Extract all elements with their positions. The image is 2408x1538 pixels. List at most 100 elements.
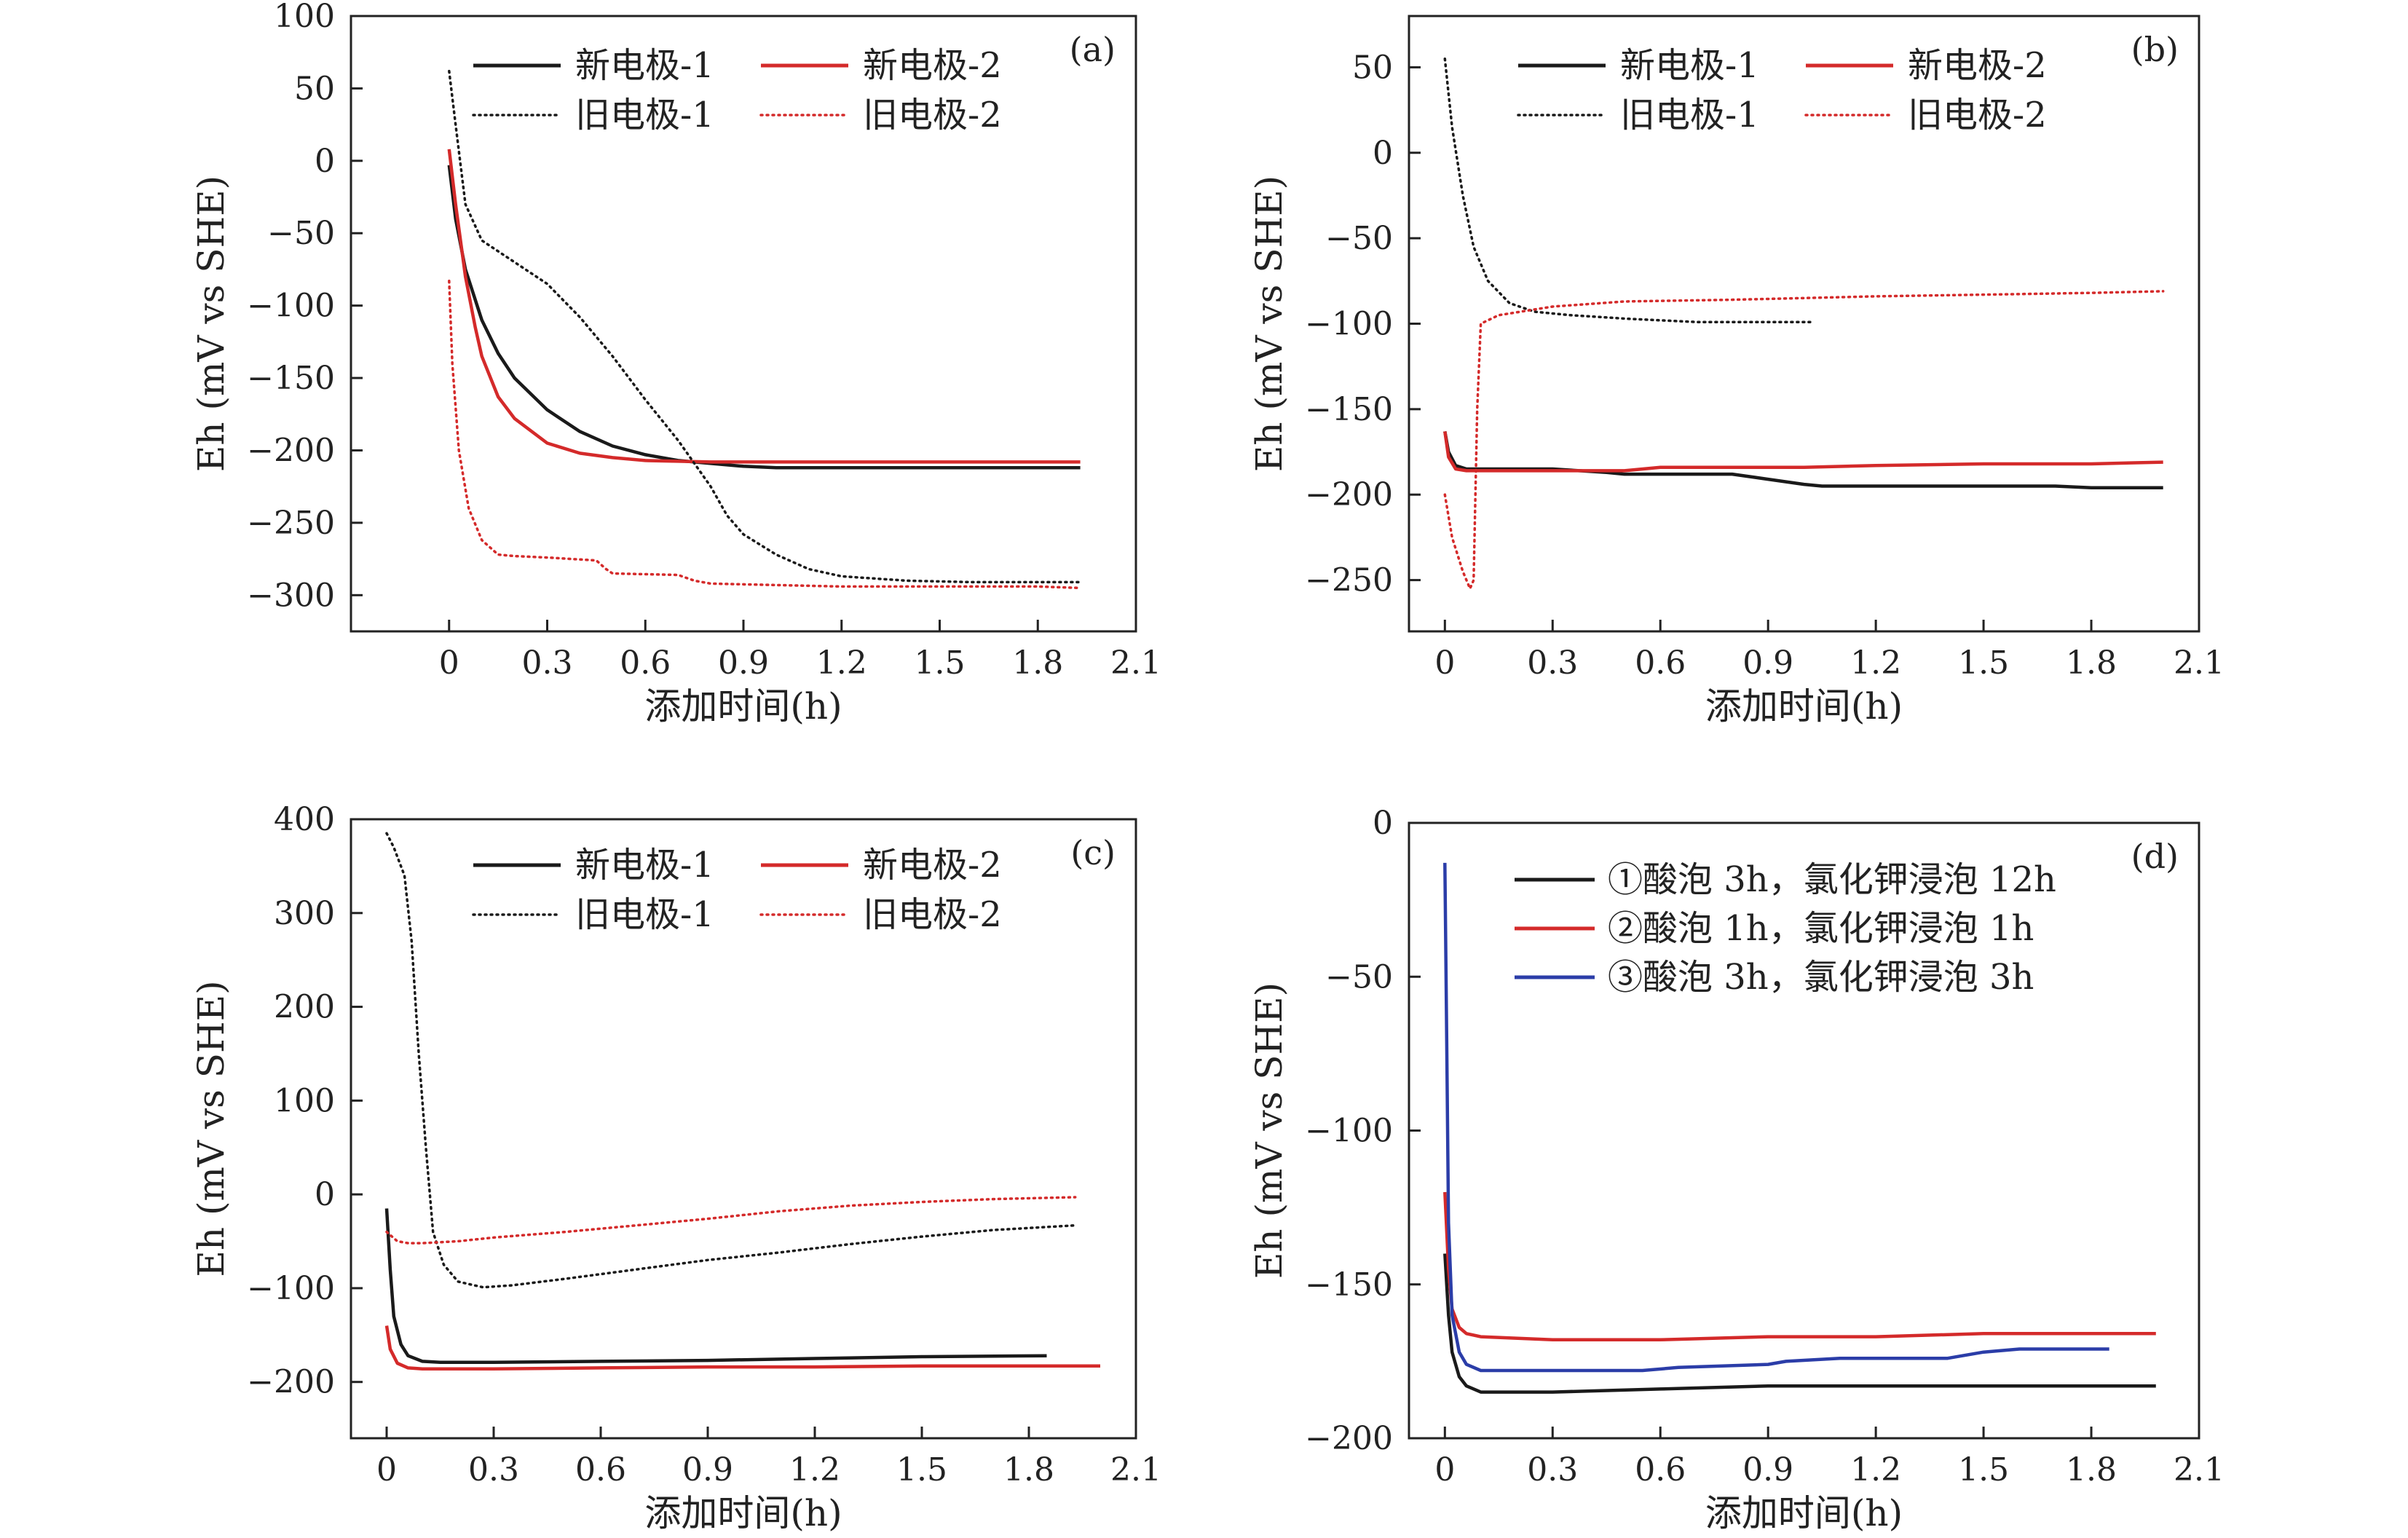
panel-d-y-axis-label: Eh (mV vs SHE) <box>1248 982 1290 1279</box>
panel-b-legend-label-4: 旧电极-2 <box>1908 95 2047 135</box>
panel-b-legend-label-2: 新电极-2 <box>1908 45 2047 86</box>
panel-d: 0 0.3 0.6 0.9 1.2 1.5 1.8 2.1 0 −50 −100 −150 −200 添加… <box>1248 805 2225 1534</box>
panel-a-y-tick-label: 50 <box>294 70 335 107</box>
panel-a-legend-label-3: 旧电极-1 <box>575 95 714 135</box>
panel-a-y-tick-label: −300 <box>247 577 335 614</box>
panel-b-y-tick-label: 50 <box>1352 49 1393 86</box>
panel-c-series-line-4 <box>385 1196 1077 1245</box>
panel-d-legend-label-1: ①酸泡 3h，氯化钾浸泡 12h <box>1608 859 2056 900</box>
panel-a-x-tick-label: 2.1 <box>1110 644 1161 682</box>
panel-b-y-tick-label: −50 <box>1325 220 1393 257</box>
panel-d-y-tick-label: −100 <box>1305 1113 1393 1150</box>
panel-d-panel-tag: (d) <box>2131 837 2179 876</box>
panel-a-y-axis-label: Eh (mV vs SHE) <box>190 176 232 472</box>
panel-b-panel-tag: (b) <box>2131 30 2179 69</box>
panel-b-plot-frame <box>1408 15 2200 633</box>
panel-a-series-line-2 <box>447 149 1081 464</box>
panel-c-y-tick-label: −200 <box>247 1364 335 1401</box>
panel-b-y-tick-label: −150 <box>1305 391 1393 428</box>
panel-d-y-tick-label: −150 <box>1305 1266 1393 1304</box>
panel-c-legend-label-2: 新电极-2 <box>863 845 1002 886</box>
panel-a-plot-frame <box>350 15 1137 633</box>
panel-a-y-tick-label: −50 <box>267 215 335 252</box>
panel-d-x-tick-label: 0.6 <box>1635 1451 1686 1488</box>
panel-b-series-line-1 <box>1443 431 2163 490</box>
panel-c-x-tick-label: 0 <box>376 1451 397 1488</box>
panel-d-series-line-2 <box>1443 1191 2156 1342</box>
panel-c-legend-label-3: 旧电极-1 <box>575 894 714 935</box>
panel-c-legend-label-1: 新电极-1 <box>575 845 714 886</box>
panel-c-x-tick-label: 2.1 <box>1110 1451 1161 1488</box>
panel-b-y-tick-label: −250 <box>1305 562 1393 599</box>
panel-b-series-line-2 <box>1443 431 2163 473</box>
panel-a-series-line-1 <box>447 165 1081 470</box>
panel-a-y-tick-label: −100 <box>247 288 335 325</box>
panel-a-y-tick-label: −150 <box>247 360 335 397</box>
panel-a-panel-tag: (a) <box>1070 30 1116 69</box>
panel-d-x-tick-label: 2.1 <box>2174 1451 2225 1488</box>
panel-b-x-tick-label: 0.6 <box>1635 644 1686 682</box>
panel-d-x-tick-label: 1.8 <box>2066 1451 2117 1488</box>
panel-c-x-tick-label: 1.2 <box>789 1451 840 1488</box>
panel-b-legend-label-1: 新电极-1 <box>1620 45 1759 86</box>
panel-b-y-tick-label: 0 <box>1373 135 1393 172</box>
panel-c-y-axis-label: Eh (mV vs SHE) <box>190 980 232 1277</box>
panel-a-x-axis-label: 添加时间(h) <box>644 685 842 727</box>
panel-a-y-tick-label: 100 <box>274 0 335 35</box>
panel-d-x-tick-label: 0.3 <box>1527 1451 1578 1488</box>
panel-b-y-tick-label: −100 <box>1305 306 1393 343</box>
panel-c-plot-frame <box>350 818 1137 1440</box>
panel-b-legend-label-3: 旧电极-1 <box>1620 95 1759 135</box>
panel-c-x-tick-label: 0.6 <box>575 1451 626 1488</box>
panel-d-legend-label-3: ③酸泡 3h，氯化钾浸泡 3h <box>1608 957 2034 998</box>
panel-a-x-tick-label: 1.5 <box>915 644 966 682</box>
panel-c-panel-tag: (c) <box>1070 833 1116 872</box>
panel-b-x-tick-label: 0.3 <box>1527 644 1578 682</box>
panel-d-x-tick-label: 1.2 <box>1850 1451 1901 1488</box>
panel-b-series-line-4 <box>1443 290 2165 591</box>
panel-b: 0 0.3 0.6 0.9 1.2 1.5 1.8 2.1 50 0 −50 −100 −150 −200… <box>1248 15 2225 727</box>
panel-d-y-tick-label: −200 <box>1305 1420 1393 1457</box>
panel-d-y-tick-label: 0 <box>1373 805 1393 842</box>
panel-c-series-line-2 <box>384 1325 1100 1371</box>
panel-a-legend-label-4: 旧电极-2 <box>863 95 1002 135</box>
panel-c-y-tick-label: 300 <box>274 895 335 932</box>
panel-d-x-axis-label: 添加时间(h) <box>1705 1492 1903 1534</box>
panel-c-x-axis-label: 添加时间(h) <box>644 1492 842 1534</box>
panel-c: 0 0.3 0.6 0.9 1.2 1.5 1.8 2.1 400 300 200 100 0 −100 −… <box>190 801 1161 1534</box>
panel-b-x-tick-label: 1.2 <box>1850 644 1901 682</box>
panel-b-x-tick-label: 1.5 <box>1958 644 2009 682</box>
panel-a-x-tick-label: 0.3 <box>522 644 573 682</box>
panel-a-y-tick-label: −250 <box>247 505 335 542</box>
panel-a-legend-label-1: 新电极-1 <box>575 45 714 86</box>
panel-b-y-tick-label: −200 <box>1305 476 1393 513</box>
panel-d-y-tick-label: −50 <box>1325 958 1393 995</box>
panel-d-x-tick-label: 0.9 <box>1742 1451 1793 1488</box>
panel-a: 0 0.3 0.6 0.9 1.2 1.5 1.8 2.1 100 50 0 −50 −100 −150 −… <box>190 0 1161 727</box>
panel-a-series-line-4 <box>448 280 1082 590</box>
panel-d-series-line-1 <box>1443 1253 2156 1394</box>
panel-a-x-tick-label: 0 <box>439 644 459 682</box>
panel-c-legend-label-4: 旧电极-2 <box>863 894 1002 935</box>
panel-c-series-line-3 <box>385 832 1077 1289</box>
panel-d-series-line-3 <box>1443 862 2109 1373</box>
panel-b-x-tick-label: 0.9 <box>1742 644 1793 682</box>
panel-c-y-tick-label: 0 <box>315 1176 335 1213</box>
panel-c-y-tick-label: −100 <box>247 1270 335 1307</box>
panel-a-x-tick-label: 0.9 <box>718 644 769 682</box>
panel-a-y-tick-label: −200 <box>247 432 335 469</box>
panel-d-legend-label-2: ②酸泡 1h，氯化钾浸泡 1h <box>1608 908 2034 949</box>
panel-a-x-tick-label: 1.8 <box>1012 644 1063 682</box>
panel-c-x-tick-label: 0.3 <box>468 1451 519 1488</box>
panel-a-legend-label-2: 新电极-2 <box>863 45 1002 86</box>
panel-a-series-line-3 <box>448 69 1082 584</box>
panel-d-x-tick-label: 1.5 <box>1958 1451 2009 1488</box>
panel-c-x-tick-label: 1.5 <box>896 1451 947 1488</box>
panel-c-x-tick-label: 0.9 <box>682 1451 733 1488</box>
panel-b-x-tick-label: 2.1 <box>2174 644 2225 682</box>
panel-a-x-tick-label: 0.6 <box>620 644 671 682</box>
panel-c-y-tick-label: 400 <box>274 801 335 838</box>
panel-c-y-tick-label: 200 <box>274 989 335 1026</box>
panel-b-x-tick-label: 1.8 <box>2066 644 2117 682</box>
